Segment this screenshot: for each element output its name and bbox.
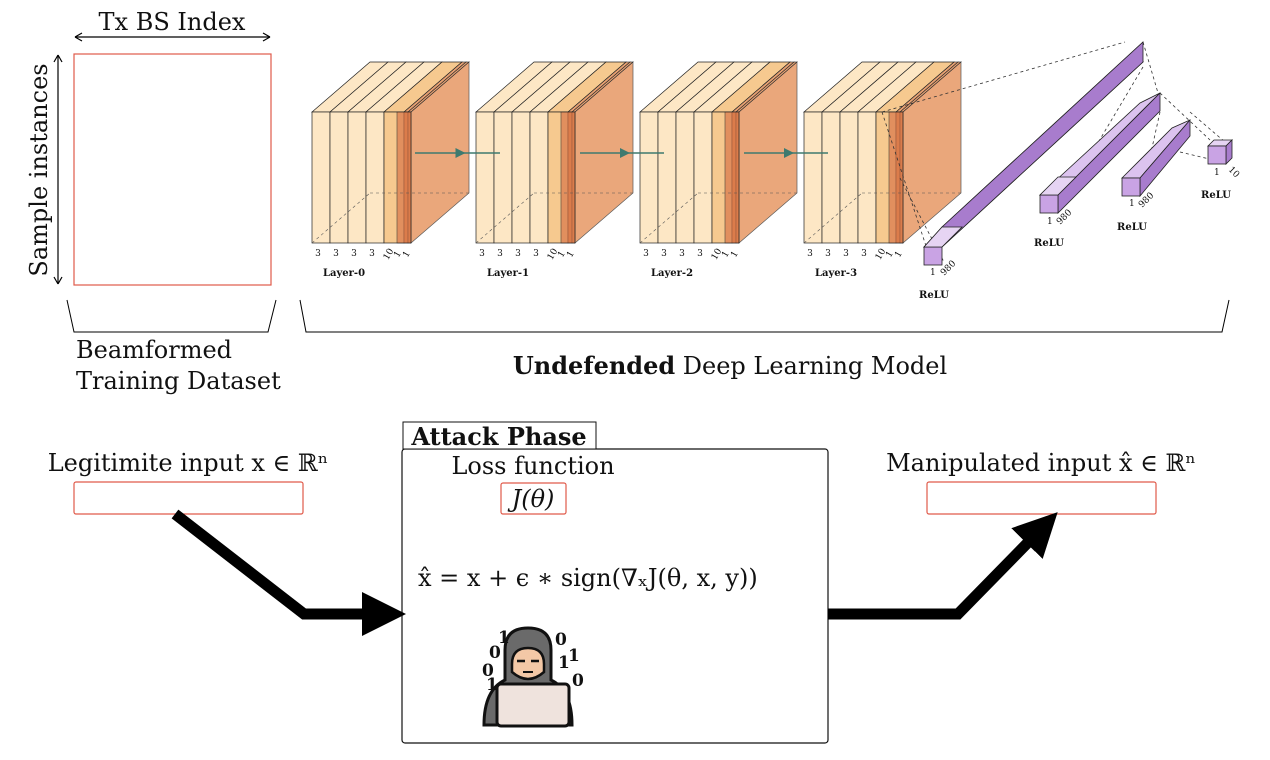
dense-3-label: ReLU xyxy=(1117,222,1147,233)
conv-dim-label: 3 xyxy=(497,249,503,259)
conv-dim-label: 3 xyxy=(533,249,539,259)
conv-dim-label: 3 xyxy=(861,249,867,259)
conv-dim-label: 1 xyxy=(884,250,896,260)
conv-layer-label: Layer-0 xyxy=(323,268,365,279)
conv-dim-label: 1 xyxy=(893,250,905,260)
fgsm-formula: x̂ = x + ϵ ∗ sign(∇ₓJ(θ, x, y)) xyxy=(418,564,758,592)
attack-box xyxy=(401,448,829,744)
hacker-bit-2: 0 xyxy=(482,661,494,681)
conv-slab xyxy=(639,61,717,244)
dataset-panel: Tx BS Index Sample instances Beamformed … xyxy=(25,8,281,395)
hacker-bit-5: 1 xyxy=(558,653,570,673)
dense-2-label: ReLU xyxy=(1034,238,1064,249)
attack-title: Attack Phase xyxy=(410,422,586,451)
conv-dim-label: 3 xyxy=(315,249,321,259)
dataset-box xyxy=(73,53,272,286)
dense-3-dim-a: 1 xyxy=(1129,199,1135,209)
attack-title-box xyxy=(402,421,597,450)
output-box xyxy=(926,481,1157,515)
conv-dim-label: 3 xyxy=(843,249,849,259)
dataset-caption-line1: Beamformed xyxy=(76,336,232,364)
dense-2-dim-a: 1 xyxy=(1047,217,1053,227)
dense-bar-1 xyxy=(922,41,1145,266)
dense-1-label: ReLU xyxy=(919,290,949,301)
conv-dim-label: 3 xyxy=(697,249,703,259)
conv-dim-label: 3 xyxy=(661,249,667,259)
conv-slab xyxy=(693,61,771,244)
dense-4-dim-b: 10 xyxy=(1226,165,1241,180)
dense-bar-4 xyxy=(1207,139,1233,165)
conv-slab xyxy=(675,61,753,244)
conv-dim-label: 3 xyxy=(825,249,831,259)
conv-slab xyxy=(529,61,607,244)
conv-dim-label: 3 xyxy=(333,249,339,259)
hacker-bit-6: 1 xyxy=(568,646,580,666)
conv-dim-label: 1 xyxy=(565,250,577,260)
y-axis-label: Sample instances xyxy=(25,63,53,276)
conv-dim-label: 3 xyxy=(369,249,375,259)
conv-dim-label: 3 xyxy=(479,249,485,259)
conv-dim-label: 1 xyxy=(729,250,741,260)
conv-dim-label: 3 xyxy=(807,249,813,259)
input-box xyxy=(73,481,304,515)
conv-layer-label: Layer-1 xyxy=(487,268,529,279)
attack-to-output-arrow xyxy=(828,512,1058,620)
dense-1-dim-a: 1 xyxy=(930,268,936,278)
input-to-attack-arrow xyxy=(171,509,406,636)
dense-layers: 1 980 ReLU 1 980 ReLU 1 980 ReLU 1 10 Re… xyxy=(881,41,1241,301)
model-brace xyxy=(299,299,1230,333)
conv-dim-label: 3 xyxy=(351,249,357,259)
hacker-icon: 0 1 0 1 0 1 1 0 xyxy=(482,626,584,728)
hacker-bit-0: 0 xyxy=(489,643,501,663)
attack-panel: Attack Phase Loss function J(θ) x̂ = x +… xyxy=(401,421,829,744)
hacker-bit-4: 0 xyxy=(555,630,567,650)
dense-4-label: ReLU xyxy=(1201,190,1231,201)
output-label: Manipulated input x̂ ∈ ℝⁿ xyxy=(886,449,1196,477)
conv-dim-label: 3 xyxy=(679,249,685,259)
dense-bar-3 xyxy=(1121,118,1191,198)
hacker-bit-7: 0 xyxy=(572,671,584,691)
dense-bar-2 xyxy=(1038,92,1161,214)
conv-dim-label: 3 xyxy=(643,249,649,259)
loss-symbol: J(θ) xyxy=(507,485,555,513)
conv-slab xyxy=(493,61,571,244)
model-caption: Undefended Deep Learning Model xyxy=(513,351,947,380)
conv-slab xyxy=(475,61,553,244)
hacker-bit-1: 1 xyxy=(498,628,510,648)
conv-dim-label: 1 xyxy=(392,250,404,260)
input-label: Legitimite input x ∈ ℝⁿ xyxy=(48,449,329,477)
x-axis-label: Tx BS Index xyxy=(99,8,246,36)
conv-dim-label: 3 xyxy=(515,249,521,259)
conv-slab xyxy=(803,61,881,244)
loss-label: Loss function xyxy=(451,452,614,480)
conv-dim-label: 1 xyxy=(401,250,413,260)
dataset-brace xyxy=(66,299,277,333)
conv-layer-label: Layer-3 xyxy=(815,268,857,279)
hacker-bit-3: 1 xyxy=(486,675,498,695)
conv-dim-label: 1 xyxy=(556,250,568,260)
dataset-caption-line2: Training Dataset xyxy=(76,367,281,395)
dense-4-dim-a: 1 xyxy=(1214,168,1220,178)
conv-slab xyxy=(511,61,589,244)
conv-slab xyxy=(839,61,917,244)
loss-box xyxy=(500,482,567,515)
conv-slab xyxy=(657,61,735,244)
conv-dim-label: 1 xyxy=(720,250,732,260)
conv-layer-label: Layer-2 xyxy=(651,268,693,279)
conv-slab xyxy=(365,61,443,244)
